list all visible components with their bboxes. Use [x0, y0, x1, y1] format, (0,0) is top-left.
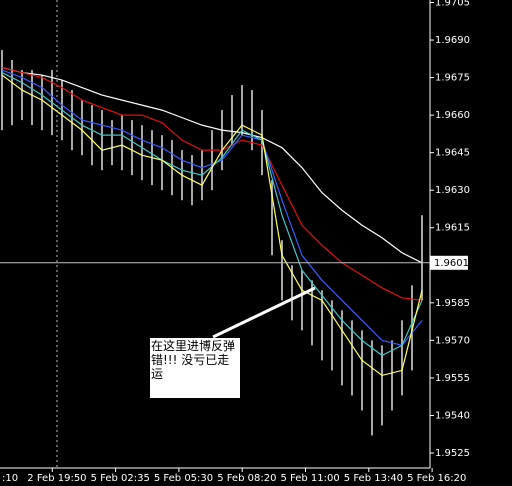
y-tick-label: 1.9645 [435, 148, 470, 159]
moving-average [1, 72, 423, 357]
y-tick-label: 1.9630 [435, 185, 470, 196]
y-tick-label: 1.9705 [435, 0, 470, 9]
moving-average [1, 69, 423, 347]
x-tick-label: 5 Feb 05:30 [154, 473, 213, 484]
annotation: 在这里进博反弹错!!! 没亏已走运 [150, 338, 240, 398]
y-tick-label: 1.9540 [435, 410, 470, 421]
x-tick-label: 5 Feb 02:35 [91, 473, 150, 484]
y-tick-label: 1.9585 [435, 298, 470, 309]
current-price-label: 1.9601 [434, 258, 469, 269]
x-tick-label: 5 Feb 13:40 [344, 473, 403, 484]
y-tick-label: 1.9615 [435, 223, 470, 234]
x-tick-label: 5 Feb 08:20 [217, 473, 276, 484]
y-tick-label: 1.9570 [435, 335, 470, 346]
moving-average [1, 66, 423, 301]
y-tick-label: 1.9555 [435, 373, 470, 384]
y-tick-label: 1.9660 [435, 110, 470, 121]
y-tick-label: 1.9525 [435, 448, 470, 459]
moving-average [1, 66, 423, 264]
x-tick-label: :10 [2, 473, 18, 484]
x-tick-label: 5 Feb 11:00 [281, 473, 340, 484]
current-price-box [430, 255, 468, 270]
annotation-arrow [212, 286, 316, 339]
x-tick-label: 2 Feb 19:50 [27, 473, 86, 484]
y-tick-label: 1.9690 [435, 35, 470, 46]
moving-average [1, 74, 423, 377]
y-tick-label: 1.9675 [435, 73, 470, 84]
x-tick-label: 5 Feb 16:20 [407, 473, 466, 484]
